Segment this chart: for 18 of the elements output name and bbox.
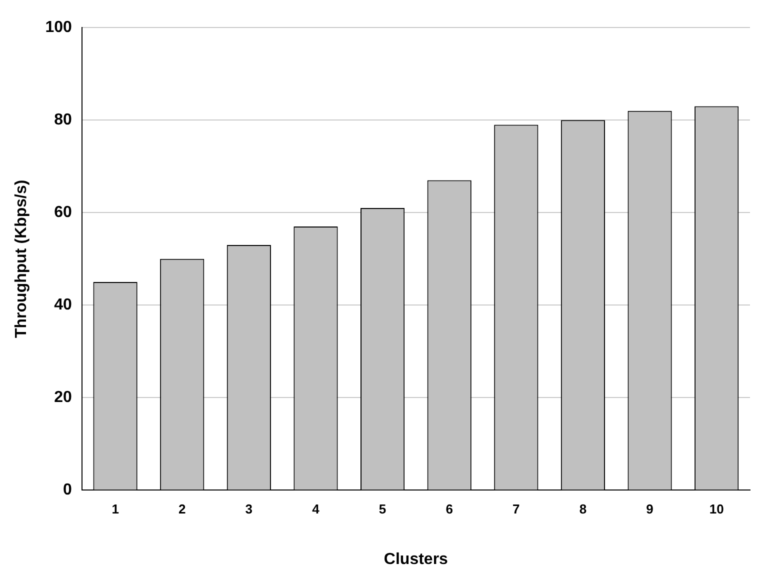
y-tick-label: 0: [62, 482, 72, 499]
x-tick-label: 6: [446, 502, 453, 517]
y-tick-label: 20: [54, 389, 72, 406]
y-tick-label: 40: [54, 296, 72, 314]
y-tick-label: 80: [54, 112, 72, 129]
x-tick-label: 7: [512, 502, 520, 517]
x-axis-title: Clusters: [384, 550, 448, 568]
x-tick-label: 9: [646, 502, 654, 517]
x-tick-label: 1: [112, 502, 119, 517]
x-tick-label: 10: [709, 502, 724, 517]
x-tick-label: 4: [312, 502, 320, 517]
y-tick-label: 60: [54, 204, 72, 222]
x-tick-label: 3: [245, 502, 253, 517]
x-tick-label: 5: [378, 502, 386, 517]
y-tick-label: 100: [45, 19, 72, 36]
x-tick-label: 8: [579, 502, 587, 517]
x-tick-label: 2: [178, 502, 186, 517]
y-axis-title: Throughput (Kbps/s): [13, 180, 30, 338]
